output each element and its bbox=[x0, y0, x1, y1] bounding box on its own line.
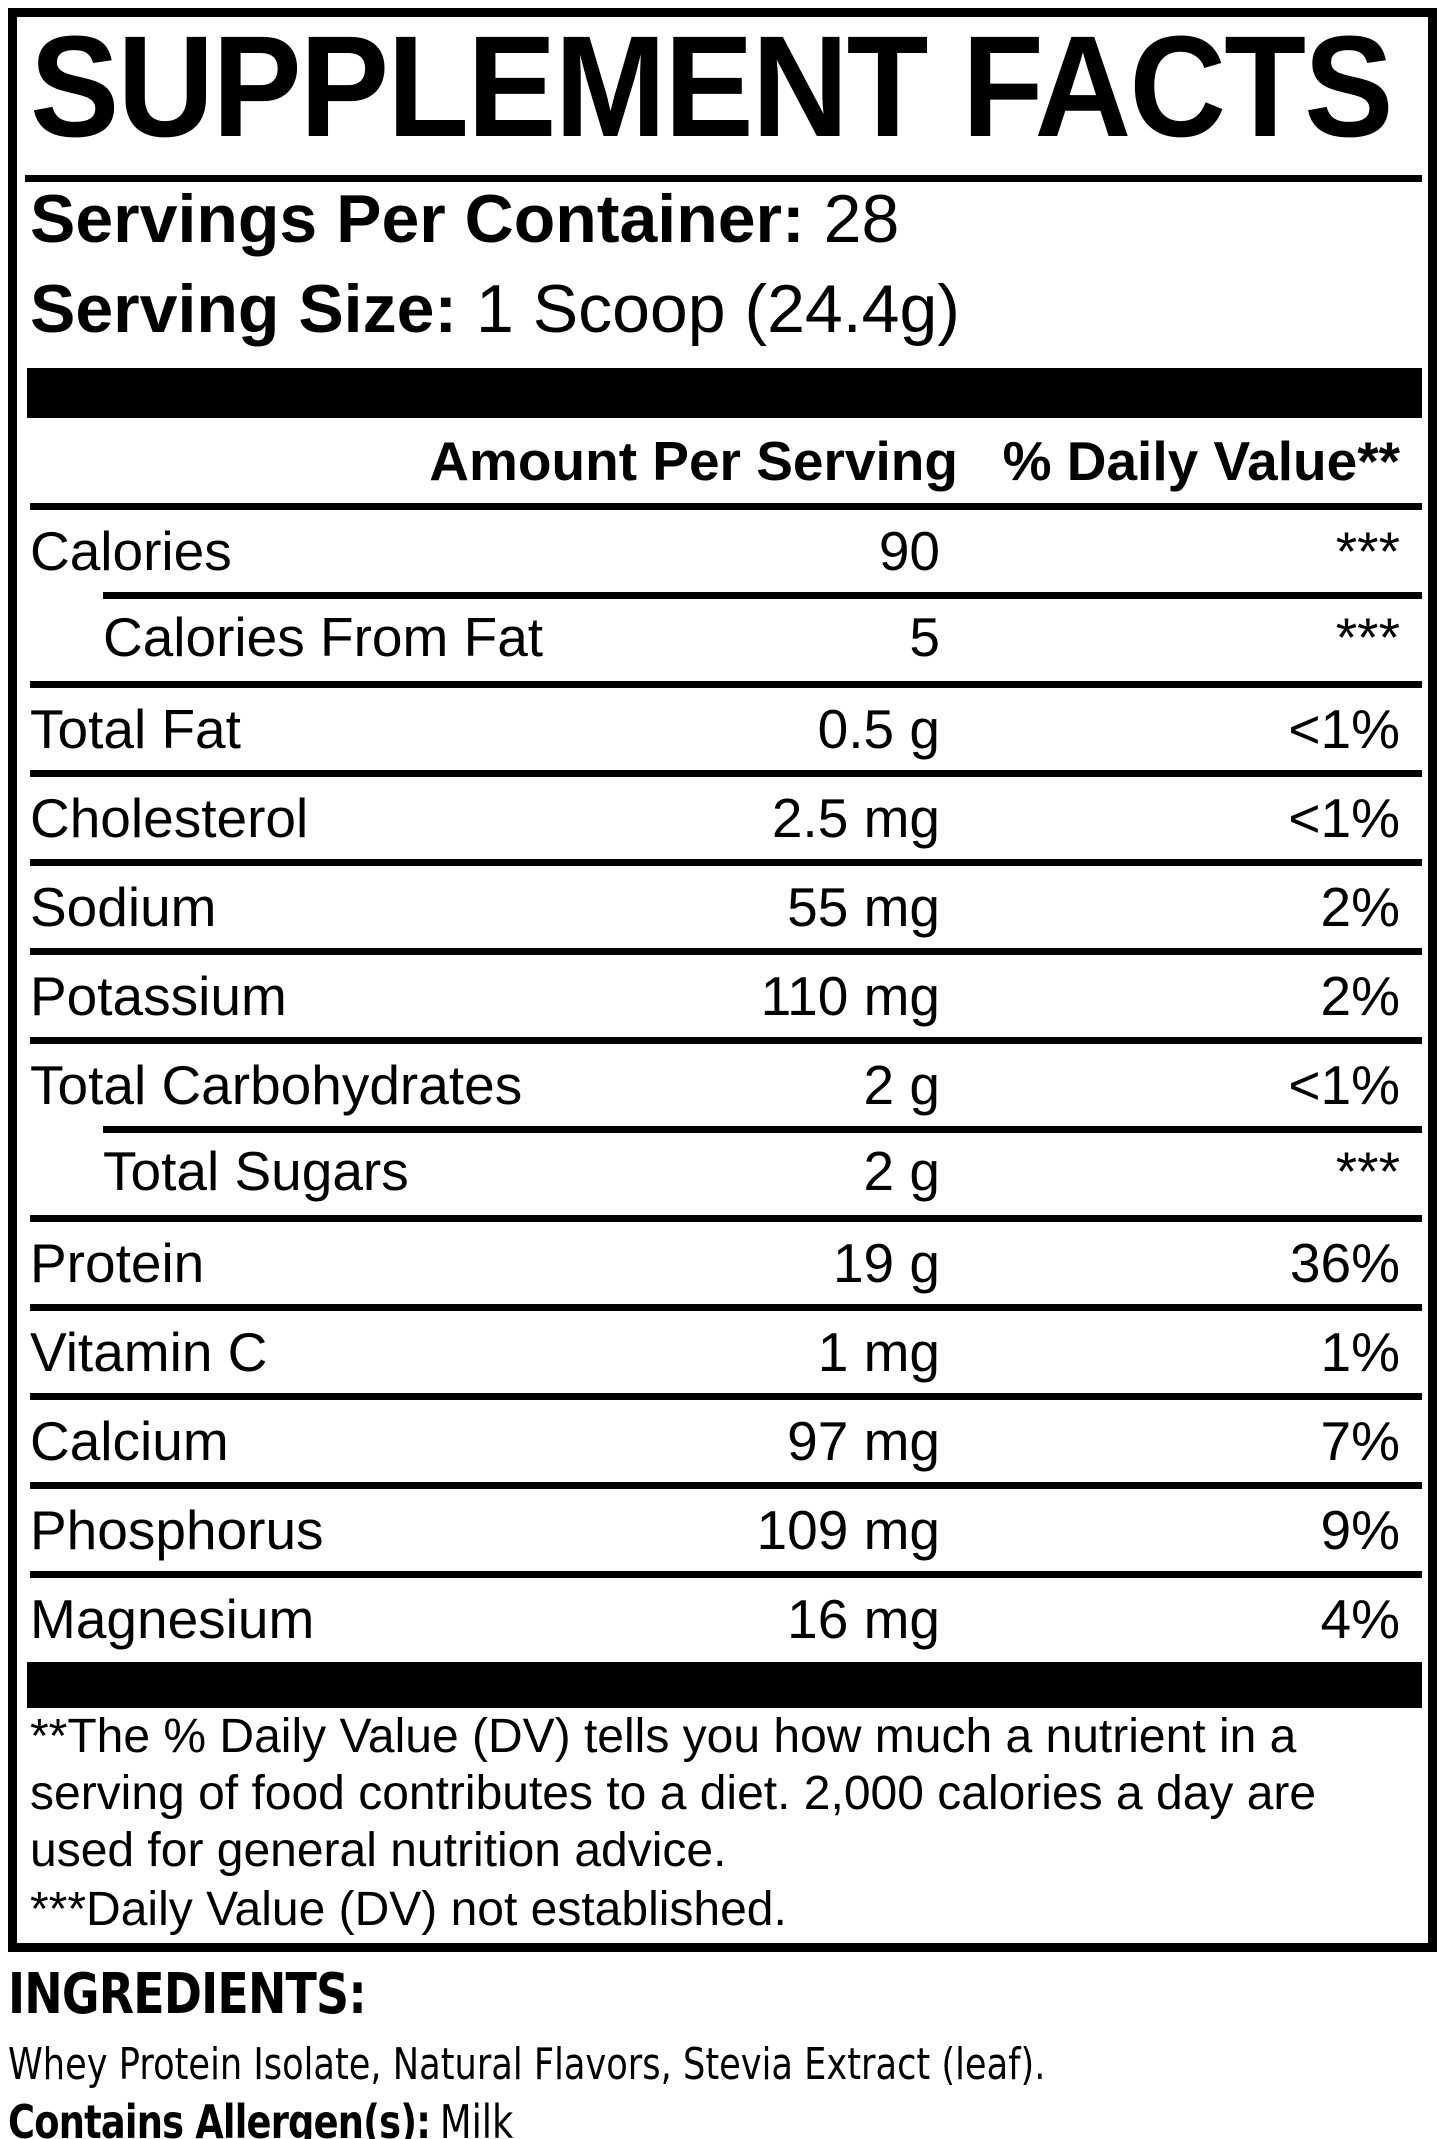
nutrient-amount: 16 mg bbox=[787, 1588, 940, 1650]
serving-size-label: Serving Size: bbox=[30, 271, 458, 347]
nutrient-amount: 110 mg bbox=[760, 965, 940, 1027]
footnotes: **The % Daily Value (DV) tells you how m… bbox=[30, 1708, 1420, 1938]
servings-per-container-label: Servings Per Container: bbox=[30, 181, 805, 257]
nutrient-row: Phosphorus 109 mg 9% bbox=[30, 1482, 1422, 1571]
nutrient-amount: 1 mg bbox=[817, 1321, 940, 1383]
nutrient-row: Calories From Fat 5 *** bbox=[30, 592, 1422, 681]
nutrient-daily-value: 4% bbox=[1320, 1588, 1401, 1650]
nutrient-amount: 5 bbox=[909, 605, 940, 668]
ingredients-list: Whey Protein Isolate, Natural Flavors, S… bbox=[8, 2040, 1440, 2090]
nutrient-name: Calories bbox=[30, 520, 232, 582]
nutrient-amount: 109 mg bbox=[756, 1499, 940, 1561]
not-established-footnote: ***Daily Value (DV) not established. bbox=[30, 1883, 787, 1936]
nutrient-row: Total Carbohydrates 2 g <1% bbox=[30, 1037, 1422, 1126]
nutrient-daily-value: <1% bbox=[1288, 787, 1400, 849]
nutrient-name: Cholesterol bbox=[30, 787, 309, 849]
nutrient-amount: 2 g bbox=[863, 1139, 940, 1202]
nutrient-row: Total Sugars 2 g *** bbox=[30, 1126, 1422, 1215]
nutrient-amount: 55 mg bbox=[787, 876, 940, 938]
panel-title-text: SUPPLEMENT FACTS bbox=[30, 6, 1393, 167]
nutrient-row: Vitamin C 1 mg 1% bbox=[30, 1304, 1422, 1393]
nutrient-name: Total Carbohydrates bbox=[30, 1054, 523, 1116]
nutrient-name: Calcium bbox=[30, 1410, 229, 1472]
allergen-label: Contains Allergen(s): bbox=[8, 2095, 431, 2139]
nutrient-row: Sodium 55 mg 2% bbox=[30, 859, 1422, 948]
allergen-value: Milk bbox=[439, 2095, 514, 2139]
nutrient-name: Potassium bbox=[30, 965, 287, 1027]
nutrient-amount: 0.5 g bbox=[817, 698, 940, 760]
allergen-line: Contains Allergen(s): Milk bbox=[8, 2096, 1440, 2139]
nutrient-name: Total Fat bbox=[30, 698, 241, 760]
nutrient-amount: 90 bbox=[878, 520, 940, 582]
nutrient-amount: 2 g bbox=[863, 1054, 940, 1116]
serving-info: Servings Per Container: 28 Serving Size: 1… bbox=[30, 174, 960, 354]
top-separator-bar bbox=[27, 368, 1422, 418]
nutrient-daily-value: <1% bbox=[1288, 1054, 1400, 1116]
nutrient-amount: 97 mg bbox=[787, 1410, 940, 1472]
nutrient-daily-value: 2% bbox=[1320, 965, 1401, 1027]
nutrient-daily-value: 7% bbox=[1320, 1410, 1401, 1472]
nutrient-row: Calories 90 *** bbox=[30, 510, 1422, 592]
servings-per-container-line: Servings Per Container: 28 bbox=[30, 174, 960, 264]
nutrient-name: Total Sugars bbox=[103, 1139, 409, 1202]
ingredients-list-text: Whey Protein Isolate, Natural Flavors, S… bbox=[8, 2039, 1046, 2090]
nutrient-table: Calories 90 *** Calories From Fat 5 *** … bbox=[30, 510, 1422, 1660]
serving-size-value: 1 Scoop (24.4g) bbox=[476, 271, 960, 347]
nutrient-row: Protein 19 g 36% bbox=[30, 1215, 1422, 1304]
title-divider bbox=[25, 175, 1422, 182]
nutrient-row: Magnesium 16 mg 4% bbox=[30, 1571, 1422, 1660]
nutrient-amount: 2.5 mg bbox=[771, 787, 940, 849]
nutrient-name: Protein bbox=[30, 1232, 205, 1294]
nutrient-name: Magnesium bbox=[30, 1588, 315, 1650]
bottom-separator-bar bbox=[27, 1662, 1422, 1708]
nutrient-daily-value: 9% bbox=[1320, 1499, 1401, 1561]
nutrient-daily-value: *** bbox=[1335, 605, 1400, 668]
daily-value-header: % Daily Value** bbox=[1002, 429, 1400, 492]
nutrient-daily-value: 36% bbox=[1289, 1232, 1400, 1294]
panel-title: SUPPLEMENT FACTS bbox=[30, 15, 1445, 159]
nutrient-daily-value: <1% bbox=[1288, 698, 1400, 760]
servings-per-container-value: 28 bbox=[823, 181, 900, 257]
nutrient-name: Sodium bbox=[30, 876, 217, 938]
nutrient-daily-value: *** bbox=[1335, 520, 1400, 582]
nutrient-name: Phosphorus bbox=[30, 1499, 324, 1561]
ingredients-heading: INGREDIENTS: bbox=[8, 1964, 1440, 2026]
daily-value-footnote: **The % Daily Value (DV) tells you how m… bbox=[30, 1710, 1317, 1877]
nutrient-row: Potassium 110 mg 2% bbox=[30, 948, 1422, 1037]
nutrient-row: Total Fat 0.5 g <1% bbox=[30, 681, 1422, 770]
nutrient-daily-value: 1% bbox=[1320, 1321, 1401, 1383]
serving-size-line: Serving Size: 1 Scoop (24.4g) bbox=[30, 264, 960, 354]
supplement-facts-panel: SUPPLEMENT FACTS Servings Per Container:… bbox=[8, 8, 1437, 1952]
nutrient-amount: 19 g bbox=[832, 1232, 940, 1294]
nutrient-row: Calcium 97 mg 7% bbox=[30, 1393, 1422, 1482]
ingredients-heading-text: INGREDIENTS: bbox=[8, 1962, 367, 2027]
table-header: Amount Per Serving % Daily Value** bbox=[30, 418, 1422, 510]
nutrient-row: Cholesterol 2.5 mg <1% bbox=[30, 770, 1422, 859]
nutrient-name: Vitamin C bbox=[30, 1321, 268, 1383]
nutrient-daily-value: 2% bbox=[1320, 876, 1401, 938]
ingredients-section: INGREDIENTS: Whey Protein Isolate, Natur… bbox=[8, 1964, 1440, 2139]
nutrient-daily-value: *** bbox=[1335, 1139, 1400, 1202]
nutrient-name: Calories From Fat bbox=[103, 605, 544, 668]
amount-per-serving-header: Amount Per Serving bbox=[429, 429, 958, 492]
